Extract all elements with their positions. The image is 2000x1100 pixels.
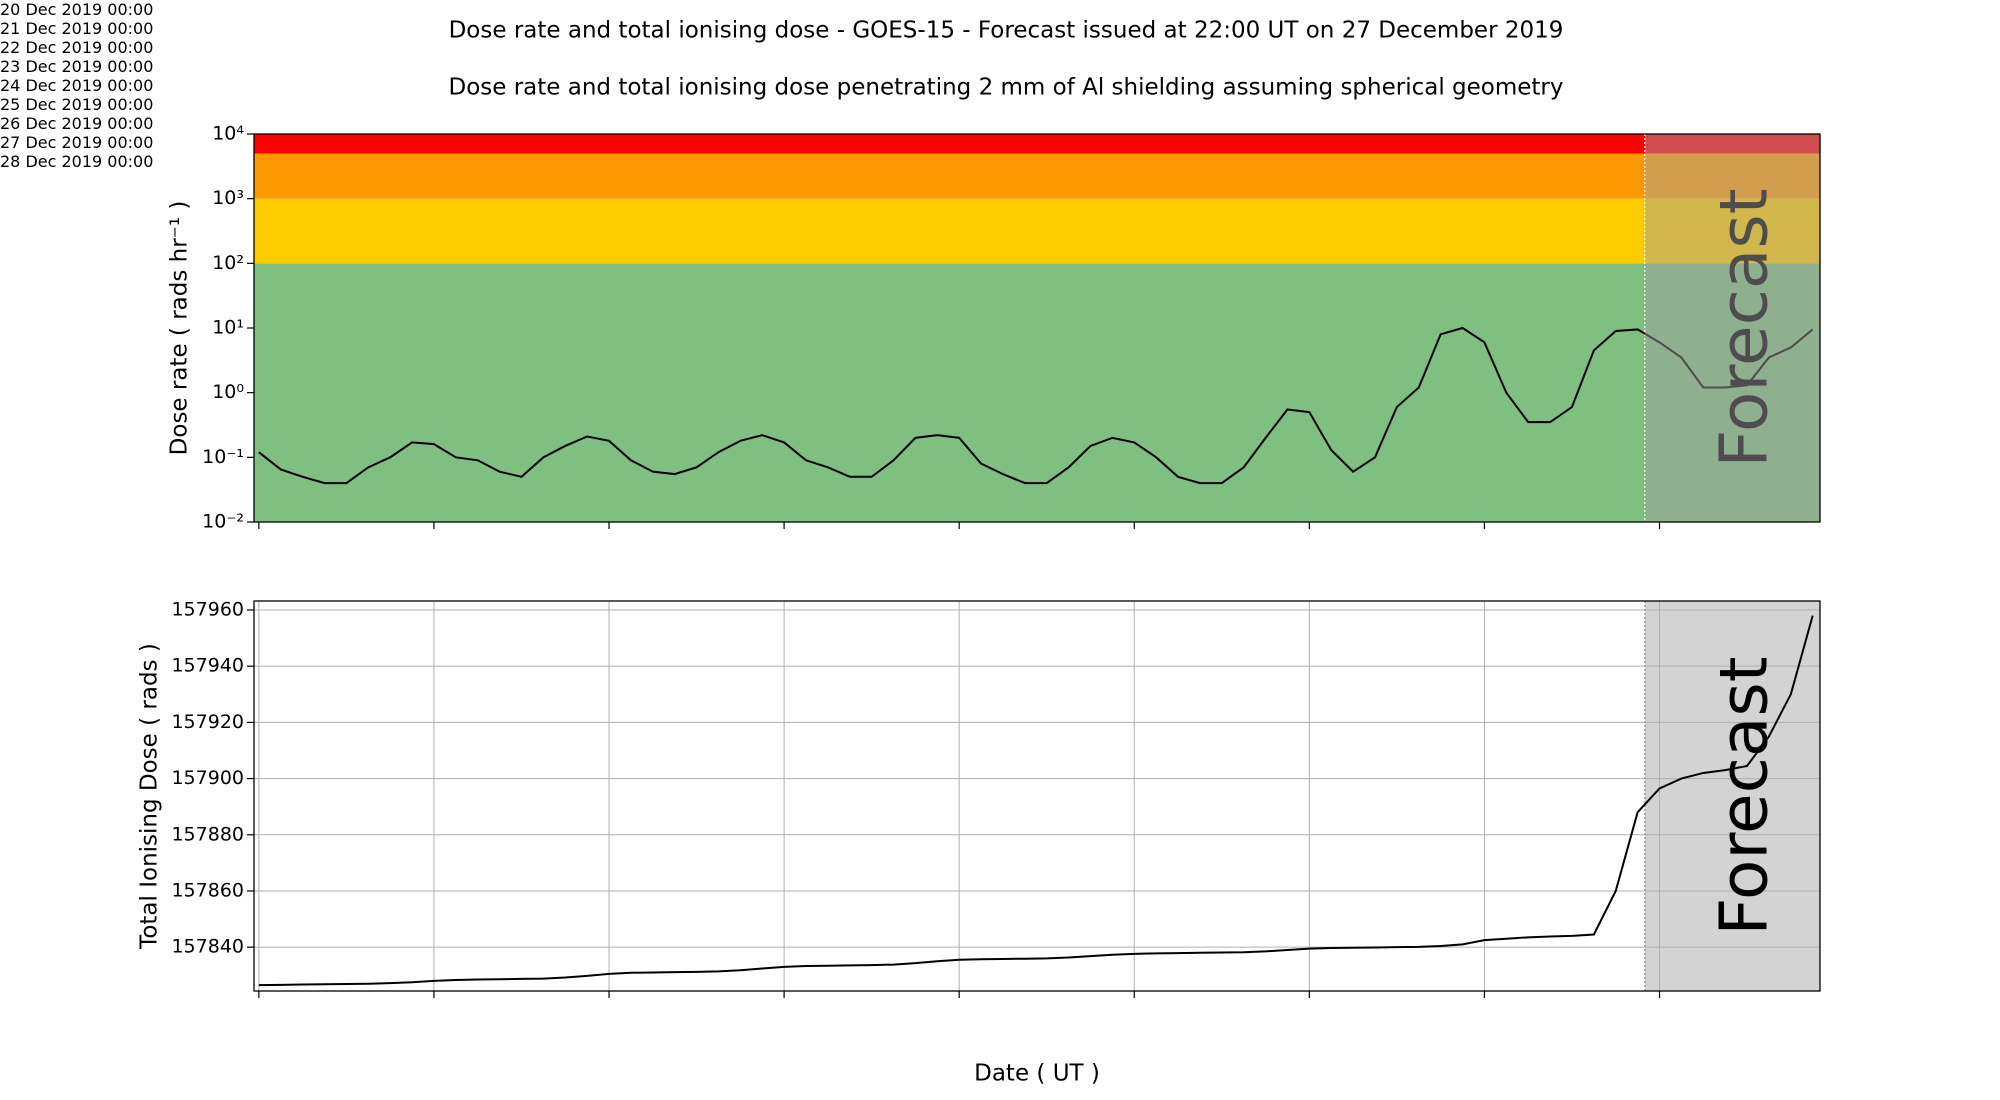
risk-band: [254, 198, 1820, 264]
y-tick-label: 157940: [171, 655, 244, 677]
risk-band: [254, 153, 1820, 199]
y-tick-label: 157880: [171, 823, 244, 845]
forecast-region: [1644, 134, 1820, 522]
x-tick-label: 27 Dec 2019 00:00: [0, 133, 154, 152]
y-tick-label: 157920: [171, 711, 244, 733]
y-tick-label: 157860: [171, 879, 244, 901]
y-tick-label: 10³: [212, 187, 244, 209]
y-tick-label: 157960: [171, 598, 244, 620]
chart-subtitle: Dose rate and total ionising dose penetr…: [448, 75, 1563, 101]
x-tick-label: 26 Dec 2019 00:00: [0, 114, 154, 133]
data-line: [258, 615, 1814, 987]
risk-band: [254, 134, 1820, 154]
y-tick-label: 10²: [212, 252, 244, 274]
y-axis-label: Total Ionising Dose ( rads ): [137, 643, 163, 950]
x-axis-label: Date ( UT ): [974, 1061, 1100, 1087]
plot-frame: [253, 600, 1821, 992]
y-tick-label: 10⁰: [212, 381, 244, 403]
y-tick-label: 10⁻¹: [202, 446, 244, 468]
data-line: [258, 326, 1814, 485]
x-tick-label: 24 Dec 2019 00:00: [0, 76, 154, 95]
risk-band: [254, 263, 1820, 522]
y-axis-label: Dose rate ( rads hr⁻¹ ): [167, 201, 193, 456]
chart-title: Dose rate and total ionising dose - GOES…: [449, 18, 1564, 44]
y-tick-label: 10⁻²: [202, 511, 244, 533]
y-tick-label: 10⁴: [212, 123, 244, 145]
forecast-label: Forecast: [1706, 656, 1783, 935]
x-tick-label: 20 Dec 2019 00:00: [0, 0, 154, 19]
forecast-label: Forecast: [1706, 188, 1783, 467]
x-tick-label: 21 Dec 2019 00:00: [0, 19, 154, 38]
x-tick-label: 25 Dec 2019 00:00: [0, 95, 154, 114]
y-tick-label: 157900: [171, 767, 244, 789]
x-tick-label: 28 Dec 2019 00:00: [0, 152, 154, 171]
y-tick-label: 10¹: [212, 317, 244, 339]
y-tick-label: 157840: [171, 936, 244, 958]
x-tick-label: 22 Dec 2019 00:00: [0, 38, 154, 57]
x-tick-label: 23 Dec 2019 00:00: [0, 57, 154, 76]
